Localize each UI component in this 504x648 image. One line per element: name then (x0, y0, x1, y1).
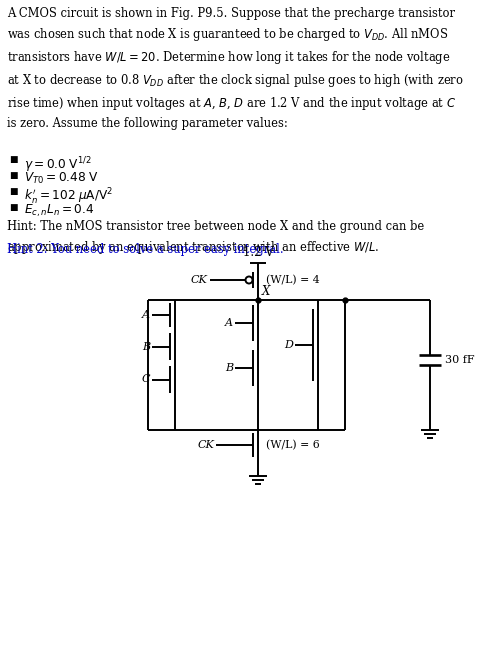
Text: ■: ■ (9, 171, 18, 180)
Text: (W/L) = 6: (W/L) = 6 (266, 440, 320, 450)
Text: X: X (262, 285, 270, 298)
Text: D: D (284, 340, 293, 350)
Text: $\gamma = 0.0\;\mathrm{V}^{1/2}$: $\gamma = 0.0\;\mathrm{V}^{1/2}$ (24, 155, 92, 174)
Text: A: A (225, 318, 233, 328)
Text: ■: ■ (9, 155, 18, 164)
Text: $k_n^\prime = 102\;\mu\mathrm{A/V}^2$: $k_n^\prime = 102\;\mu\mathrm{A/V}^2$ (24, 187, 113, 207)
Text: 1.2 V: 1.2 V (242, 246, 273, 259)
Text: C: C (142, 375, 150, 384)
Text: A: A (142, 310, 150, 320)
Text: (W/L) = 4: (W/L) = 4 (266, 275, 320, 285)
Text: CK: CK (197, 440, 214, 450)
Text: Hint: The nMOS transistor tree between node X and the ground can be
approximated: Hint: The nMOS transistor tree between n… (7, 220, 424, 256)
Text: 30 fF: 30 fF (445, 355, 475, 365)
Text: $E_{c,n}L_n = 0.4$: $E_{c,n}L_n = 0.4$ (24, 203, 94, 220)
Text: ■: ■ (9, 187, 18, 196)
Text: B: B (142, 341, 150, 351)
Text: ■: ■ (9, 203, 18, 212)
Text: A CMOS circuit is shown in Fig. P9.5. Suppose that the precharge transistor
was : A CMOS circuit is shown in Fig. P9.5. Su… (7, 7, 464, 130)
Text: Hint 2: You need to solve a super easy integral.: Hint 2: You need to solve a super easy i… (7, 243, 284, 256)
Text: CK: CK (190, 275, 207, 285)
Text: B: B (225, 363, 233, 373)
Text: $V_{T0} = 0.48\;\mathrm{V}$: $V_{T0} = 0.48\;\mathrm{V}$ (24, 171, 99, 186)
